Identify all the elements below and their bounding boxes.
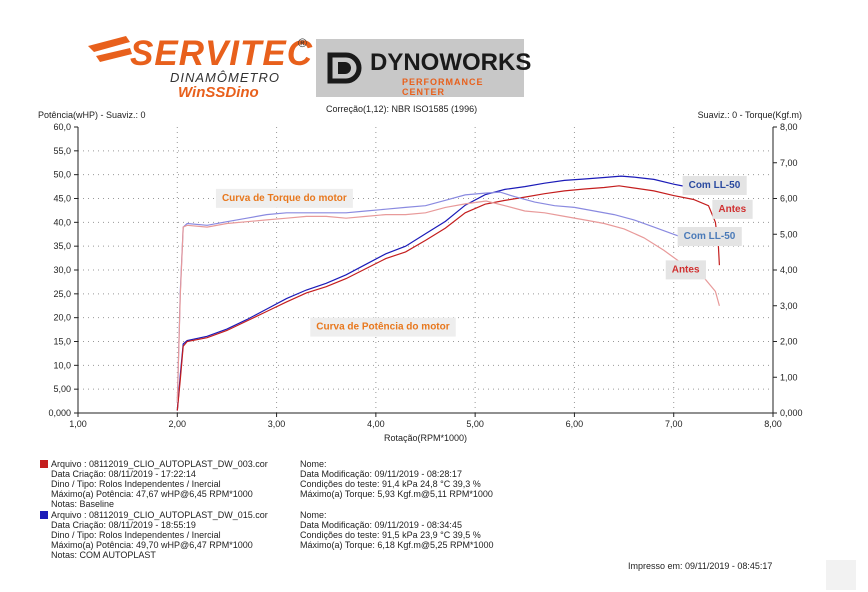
run1-created: Data Criação: 08/11/2019 - 17:22:14 — [51, 469, 196, 479]
run2-name: Nome: — [300, 510, 327, 520]
chart-annotation: Curva de Torque do motor — [222, 193, 347, 204]
y-tick-label: 40,0 — [53, 217, 71, 227]
chart-annotation: Antes — [672, 264, 700, 275]
x-tick-label: 2,00 — [169, 419, 187, 429]
run2-file: Arquivo : 08112019_CLIO_AUTOPLAST_DW_015… — [51, 510, 268, 520]
servitec-name: SERVITEC — [130, 34, 314, 73]
printed-timestamp: Impresso em: 09/11/2019 - 08:45:17 — [628, 561, 773, 571]
chart-annotation: Com LL-50 — [689, 180, 741, 191]
servitec-subtitle: DINAMÔMETRO — [170, 70, 280, 85]
y-tick-label: 60,0 — [53, 122, 71, 132]
annotation-background — [682, 176, 747, 196]
annotation-background — [712, 199, 753, 219]
y2-tick-label: 8,00 — [780, 122, 798, 132]
annotation-background — [310, 317, 456, 337]
y-tick-label: 55,0 — [53, 146, 71, 156]
annotation-background — [665, 260, 706, 280]
run1-conditions: Condições do teste: 91,4 kPa 24,8 °C 39,… — [300, 479, 481, 489]
y-tick-label: 35,0 — [53, 241, 71, 251]
x-tick-label: 5,00 — [466, 419, 484, 429]
y-tick-label: 25,0 — [53, 289, 71, 299]
dynoworks-subtitle: PERFORMANCE CENTER — [402, 77, 484, 97]
left-axis-title: Potência(wHP) - Suaviz.: 0 — [38, 110, 146, 120]
annotation-background — [215, 188, 353, 208]
right-axis-title: Suaviz.: 0 - Torque(Kgf.m) — [697, 110, 802, 120]
run2-info-left: Arquivo : 08112019_CLIO_AUTOPLAST_DW_015… — [40, 510, 268, 560]
run2-modified: Data Modificação: 09/11/2019 - 08:34:45 — [300, 520, 462, 530]
x-tick-label: 4,00 — [367, 419, 385, 429]
x-tick-label: 3,00 — [268, 419, 286, 429]
run2-color-swatch — [40, 511, 48, 519]
run1-max-torque: Máximo(a) Torque: 5,93 Kgf.m@5,11 RPM*10… — [300, 489, 493, 499]
y-tick-label: 30,0 — [53, 265, 71, 275]
run2-max-torque: Máximo(a) Torque: 6,18 Kgf.m@5,25 RPM*10… — [300, 540, 494, 550]
y2-tick-label: 5,00 — [780, 229, 798, 239]
servitec-registered: ® — [298, 36, 307, 50]
run2-notes: Notas: COM AUTOPLAST — [51, 550, 156, 560]
run2-info-right: Nome: Data Modificação: 09/11/2019 - 08:… — [300, 510, 494, 550]
x-tick-label: 1,00 — [69, 419, 87, 429]
chart-annotation: Com LL-50 — [684, 231, 736, 242]
run1-modified: Data Modificação: 09/11/2019 - 08:28:17 — [300, 469, 462, 479]
power-series-line-2 — [176, 185, 720, 411]
run1-max-power: Máximo(a) Potência: 47,67 wHP@6,45 RPM*1… — [51, 489, 253, 499]
x-tick-label: 6,00 — [566, 419, 584, 429]
chart-annotation: Curva de Potência do motor — [316, 322, 449, 333]
correction-title: Correção(1,12): NBR ISO1585 (1996) — [326, 104, 478, 114]
x-axis-label: Rotação(RPM*1000) — [384, 433, 467, 443]
dynoworks-d-icon — [327, 52, 362, 84]
y-tick-label: 0,000 — [48, 408, 71, 418]
y2-tick-label: 7,00 — [780, 158, 798, 168]
run2-dyno-type: Dino / Tipo: Rolos Independentes / Inerc… — [51, 530, 221, 540]
run1-color-swatch — [40, 460, 48, 468]
servitec-swoosh-icon — [88, 36, 132, 62]
y2-tick-label: 1,00 — [780, 372, 798, 382]
dynoworks-name: DYNOWORKS — [370, 49, 532, 76]
run1-file: Arquivo : 08112019_CLIO_AUTOPLAST_DW_003… — [51, 459, 268, 469]
power-series-line-1 — [176, 175, 684, 411]
y2-tick-label: 0,000 — [780, 408, 803, 418]
run1-notes: Notas: Baseline — [51, 499, 115, 509]
y-tick-label: 5,00 — [53, 384, 71, 394]
run1-file-line: Arquivo : 08112019_CLIO_AUTOPLAST_DW_003… — [40, 459, 268, 469]
y2-tick-label: 6,00 — [780, 194, 798, 204]
chart-annotation: Antes — [718, 204, 746, 215]
y-tick-label: 45,0 — [53, 194, 71, 204]
servitec-logo: SERVITEC ® DINAMÔMETRO WinSSDino — [86, 32, 316, 104]
y-tick-label: 50,0 — [53, 170, 71, 180]
x-tick-label: 7,00 — [665, 419, 683, 429]
run2-file-line: Arquivo : 08112019_CLIO_AUTOPLAST_DW_015… — [40, 510, 268, 520]
dyno-chart: 0,000 5,00 10,0 15,0 20,0 25,0 30,0 35,0 40,0 45,… — [48, 122, 803, 443]
y-tick-label: 15,0 — [53, 337, 71, 347]
run1-info-left: Arquivo : 08112019_CLIO_AUTOPLAST_DW_003… — [40, 459, 268, 509]
torque-series-line-4 — [176, 200, 720, 403]
run2-created: Data Criação: 08/11/2019 - 18:55:19 — [51, 520, 196, 530]
servitec-product: WinSSDino — [178, 84, 259, 101]
y-tick-label: 20,0 — [53, 313, 71, 323]
run2-max-power: Máximo(a) Potência: 49,70 wHP@6,47 RPM*1… — [51, 540, 253, 550]
annotation-background — [677, 227, 742, 247]
run1-name: Nome: — [300, 459, 327, 469]
run1-info-right: Nome: Data Modificação: 09/11/2019 - 08:… — [300, 459, 493, 499]
run1-dyno-type: Dino / Tipo: Rolos Independentes / Inerc… — [51, 479, 221, 489]
x-tick-label: 8,00 — [764, 419, 782, 429]
corner-box — [826, 560, 856, 590]
y-tick-label: 10,0 — [53, 360, 71, 370]
y2-tick-label: 4,00 — [780, 265, 798, 275]
dynoworks-logo: DYNOWORKS PERFORMANCE CENTER — [316, 39, 531, 97]
run2-conditions: Condições do teste: 91,5 kPa 23,9 °C 39,… — [300, 530, 481, 540]
y2-tick-label: 2,00 — [780, 337, 798, 347]
torque-series-line-3 — [176, 191, 684, 403]
y2-tick-label: 3,00 — [780, 301, 798, 311]
